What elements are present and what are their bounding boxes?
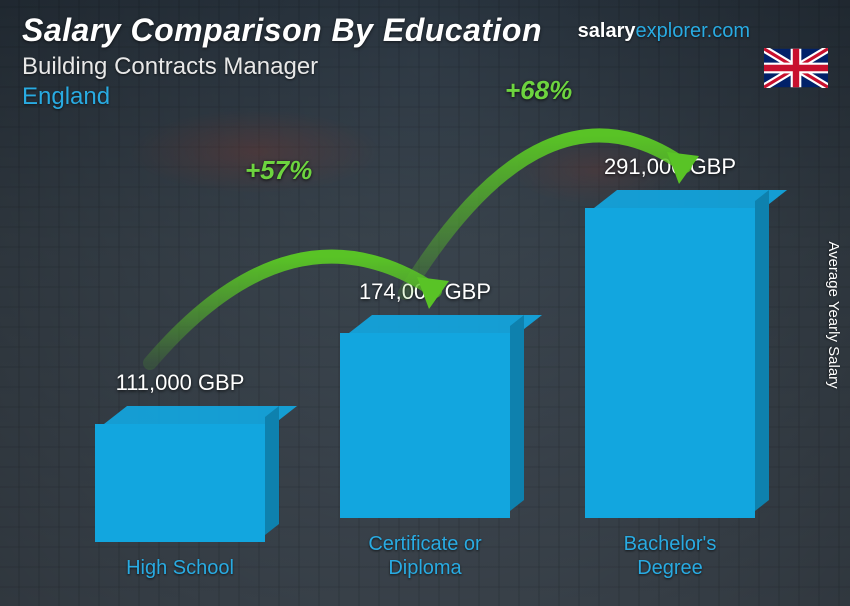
- bar-group: 174,000 GBP Certificate orDiploma: [330, 279, 520, 580]
- bar-shape: [585, 190, 755, 518]
- main-title: Salary Comparison By Education: [22, 12, 542, 49]
- location-label: England: [22, 83, 542, 111]
- job-subtitle: Building Contracts Manager: [22, 53, 542, 81]
- brand-label: salaryexplorer.com: [578, 20, 750, 43]
- bar-category-label: Bachelor'sDegree: [575, 532, 765, 580]
- bar-category-label: High School: [85, 556, 275, 580]
- percent-increase-label: +68%: [505, 75, 572, 106]
- bar-category-label: Certificate orDiploma: [330, 532, 520, 580]
- bar-value-label: 174,000 GBP: [330, 279, 520, 305]
- infographic-container: Salary Comparison By Education Building …: [0, 0, 850, 606]
- bar-shape: [340, 315, 510, 518]
- bar-group: 111,000 GBP High School: [85, 370, 275, 580]
- percent-increase-label: +57%: [245, 155, 312, 186]
- bar-chart: 111,000 GBP High School 174,000 GBP Certifi…: [40, 150, 790, 580]
- brand-prefix: salary: [578, 20, 636, 42]
- bar-group: 291,000 GBP Bachelor'sDegree: [575, 154, 765, 580]
- bar-value-label: 111,000 GBP: [85, 370, 275, 396]
- uk-flag-icon: [764, 48, 828, 88]
- bar-value-label: 291,000 GBP: [575, 154, 765, 180]
- title-block: Salary Comparison By Education Building …: [22, 12, 542, 111]
- y-axis-label: Average Yearly Salary: [825, 241, 842, 388]
- bar-shape: [95, 406, 265, 542]
- brand-suffix: explorer.com: [636, 20, 751, 42]
